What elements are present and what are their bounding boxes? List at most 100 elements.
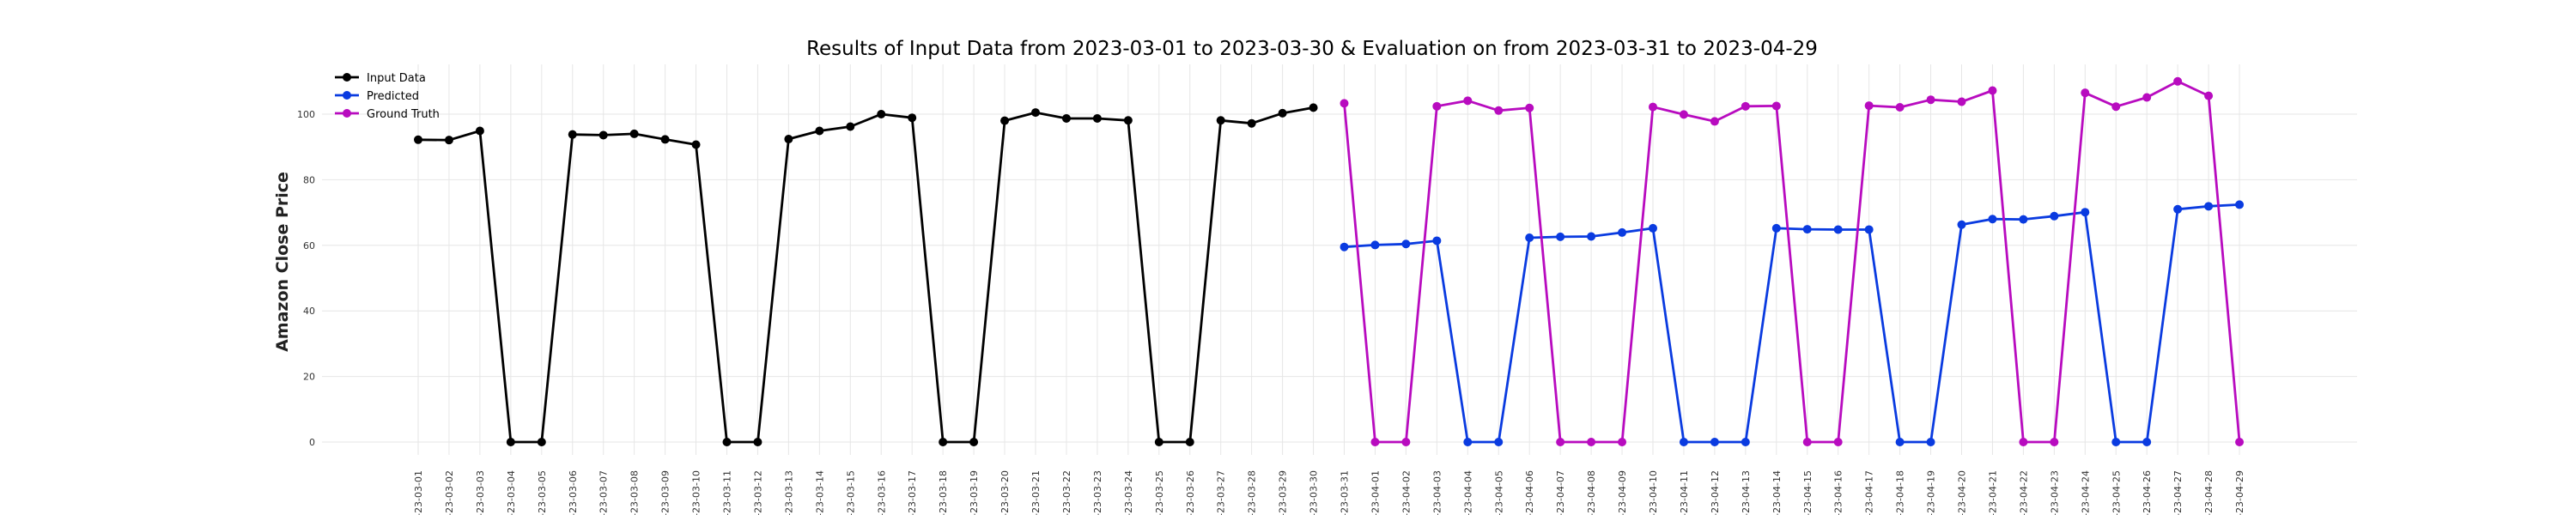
data-point xyxy=(2142,438,2152,446)
x-tick-label: -23-03-07 xyxy=(598,470,610,515)
data-point xyxy=(1649,223,1657,233)
data-point xyxy=(1061,113,1071,123)
data-point xyxy=(1370,438,1380,446)
x-tick-label: -23-04-16 xyxy=(1833,470,1844,515)
data-point xyxy=(1525,233,1534,243)
x-axis-ticks: -23-03-01 -23-03-02 -23-03-03 -23-03-04 -23-… xyxy=(413,470,2245,515)
data-point xyxy=(1185,438,1194,446)
x-tick-label: -23-03-21 xyxy=(1030,470,1042,515)
data-point xyxy=(1741,101,1750,111)
data-point xyxy=(414,135,422,144)
data-point xyxy=(1463,96,1473,106)
series-line xyxy=(417,106,1314,444)
data-point xyxy=(1031,108,1040,118)
x-tick-label: -23-04-23 xyxy=(2049,470,2060,515)
data-point xyxy=(1525,103,1534,112)
x-tick-label: -23-04-24 xyxy=(2080,470,2091,515)
data-point xyxy=(1864,225,1874,234)
data-point xyxy=(1556,438,1565,446)
data-point xyxy=(1000,116,1010,125)
series-line xyxy=(1343,80,2241,444)
data-point xyxy=(1926,438,1935,446)
legend-label: Ground Truth xyxy=(367,108,440,121)
data-point xyxy=(722,438,732,446)
data-point xyxy=(1463,438,1473,446)
y-tick-label: 60 xyxy=(303,240,315,251)
data-point xyxy=(1309,103,1318,112)
x-tick-label: -23-03-29 xyxy=(1278,470,1289,515)
data-point xyxy=(1370,240,1380,250)
data-point xyxy=(1771,101,1781,111)
data-point xyxy=(475,126,484,136)
x-tick-label: -23-04-22 xyxy=(2018,470,2029,515)
x-tick-label: -23-03-22 xyxy=(1061,470,1072,515)
legend-marker xyxy=(343,73,351,82)
x-tick-label: -23-04-03 xyxy=(1431,470,1443,515)
x-tick-label: -23-04-02 xyxy=(1400,470,1412,515)
x-tick-label: -23-03-04 xyxy=(506,470,517,515)
x-tick-label: -23-04-26 xyxy=(2142,470,2153,515)
data-point xyxy=(753,438,762,446)
x-tick-label: -23-03-19 xyxy=(969,470,980,515)
data-point xyxy=(908,113,917,123)
data-point xyxy=(1123,116,1133,125)
x-tick-label: -23-04-08 xyxy=(1586,470,1597,515)
data-point xyxy=(1494,438,1504,446)
x-tick-label: -23-04-15 xyxy=(1802,470,1814,515)
x-tick-label: -23-04-13 xyxy=(1741,470,1752,515)
data-point xyxy=(1988,215,1997,224)
y-axis-label: Amazon Close Price xyxy=(273,172,292,352)
x-tick-label: -23-04-20 xyxy=(1957,470,1968,515)
y-tick-label: 100 xyxy=(297,109,315,120)
x-tick-label: -23-04-29 xyxy=(2234,470,2245,515)
data-point xyxy=(815,126,824,136)
x-tick-label: -23-03-15 xyxy=(845,470,856,515)
data-point xyxy=(1710,438,1719,446)
y-tick-label: 40 xyxy=(303,306,315,317)
x-tick-label: -23-03-03 xyxy=(475,470,486,515)
data-point xyxy=(1649,102,1657,112)
x-tick-label: -23-03-17 xyxy=(907,470,918,515)
x-tick-label: -23-03-20 xyxy=(999,470,1011,515)
data-point xyxy=(2173,204,2183,214)
data-point xyxy=(1926,95,1935,105)
x-tick-label: -23-03-25 xyxy=(1154,470,1165,515)
data-point xyxy=(537,438,546,446)
data-point xyxy=(2173,76,2183,86)
data-point xyxy=(1957,220,1966,229)
data-point xyxy=(2019,215,2028,224)
x-tick-label: -23-04-01 xyxy=(1370,470,1381,515)
data-point xyxy=(1710,117,1719,126)
data-point xyxy=(1401,239,1411,249)
data-point xyxy=(1895,438,1905,446)
x-tick-label: -23-04-27 xyxy=(2172,470,2184,515)
x-tick-label: -23-03-08 xyxy=(629,470,641,515)
legend-label: Predicted xyxy=(367,90,419,103)
series-line xyxy=(1344,203,2240,444)
x-tick-label: -23-04-17 xyxy=(1864,470,1875,515)
x-tick-label: -23-04-25 xyxy=(2111,470,2122,515)
data-point xyxy=(1957,97,1966,106)
chart-title: Results of Input Data from 2023-03-01 to… xyxy=(806,38,1818,60)
x-tick-label: -23-03-09 xyxy=(660,470,671,515)
x-tick-label: -23-03-14 xyxy=(814,470,825,515)
x-tick-label: -23-03-13 xyxy=(783,470,794,515)
data-point xyxy=(784,135,793,144)
data-point xyxy=(1278,108,1287,118)
data-point xyxy=(1771,223,1781,233)
data-point xyxy=(969,438,979,446)
data-point xyxy=(2111,102,2121,112)
x-tick-label: -23-04-06 xyxy=(1524,470,1535,515)
data-point xyxy=(1679,110,1688,119)
x-tick-label: -23-04-05 xyxy=(1493,470,1504,515)
x-tick-label: -23-03-01 xyxy=(413,470,424,515)
data-point xyxy=(2204,202,2214,211)
x-tick-label: -23-03-30 xyxy=(1309,470,1320,515)
data-point xyxy=(598,130,608,140)
y-axis-ticks: 0 20 40 60 80 100 xyxy=(297,109,315,448)
data-point xyxy=(2142,93,2152,102)
data-point xyxy=(1340,242,1349,251)
data-point xyxy=(846,122,855,131)
legend-marker xyxy=(343,109,351,118)
